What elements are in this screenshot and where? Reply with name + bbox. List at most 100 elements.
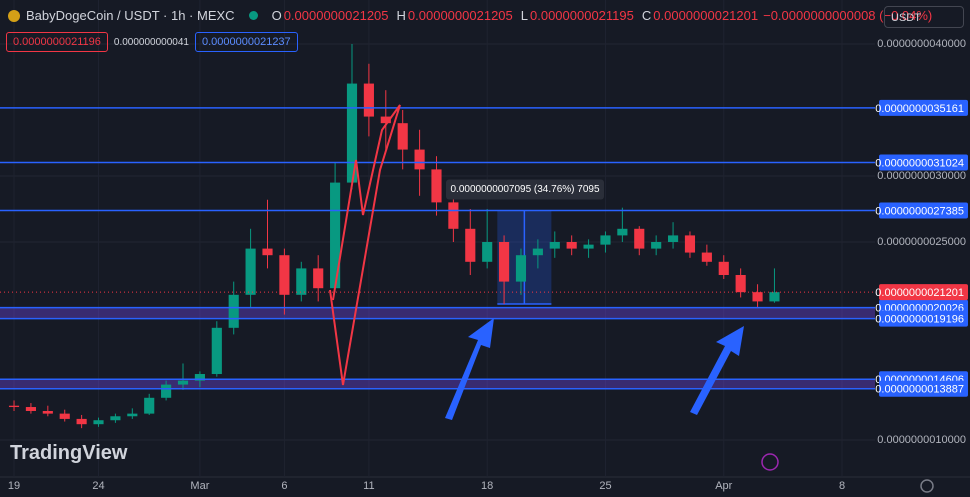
candle-body <box>701 252 712 262</box>
x-tick-label: 19 <box>8 480 20 492</box>
candle-body <box>127 413 138 417</box>
support-zone <box>0 307 875 319</box>
candle-body <box>296 268 307 295</box>
currency-select[interactable]: USDT <box>884 6 964 28</box>
ohlc-value: 0.0000000021201 <box>653 8 759 23</box>
support-zone <box>0 379 875 389</box>
legend: BabyDogeCoin / USDT · 1h · MEXC O 0.00000… <box>8 8 932 23</box>
candle-body <box>515 255 527 282</box>
lightning-icon[interactable] <box>761 453 779 471</box>
candle-body <box>634 228 645 249</box>
level-tag <box>879 310 968 327</box>
buy-button[interactable]: 0.0000000021237 <box>194 32 298 52</box>
candle-body <box>431 169 442 203</box>
candle-body <box>161 384 172 398</box>
watermark: TradingView <box>10 442 128 464</box>
candle-body <box>177 380 189 385</box>
candle-body <box>414 149 425 170</box>
x-tick-label: 24 <box>92 480 104 492</box>
candle-body <box>465 228 476 262</box>
y-tick-label: 0.0000000040000 <box>877 38 966 50</box>
x-tick-label: Apr <box>715 480 732 492</box>
measure-label: 0.0000000007095 (34.76%) 7095 <box>450 184 599 195</box>
candle-body <box>194 374 205 381</box>
ohlc-key: H <box>396 8 406 23</box>
x-tick-label: Mar <box>190 480 209 492</box>
plot: 0.0000000007095 (34.76%) 7095 <box>0 0 875 477</box>
x-tick-label: 6 <box>281 480 287 492</box>
settings-icon[interactable] <box>920 479 934 493</box>
candle-body <box>499 241 510 282</box>
candle-body <box>448 202 459 229</box>
candle-body <box>279 255 290 295</box>
candle-body <box>110 416 121 421</box>
level-tag <box>879 154 968 171</box>
candle-body <box>482 241 493 262</box>
level-tag <box>879 380 968 397</box>
candle-body <box>600 235 611 245</box>
level-label: 0.0000000027385 <box>875 205 964 217</box>
last-price-label: 0.0000000021201 <box>875 287 964 299</box>
candle-body <box>8 405 20 408</box>
last-price-tag <box>879 284 968 301</box>
candle-body <box>667 235 679 242</box>
ohlc-key: O <box>271 8 282 23</box>
candle-body <box>718 261 729 276</box>
candle-body <box>144 397 155 414</box>
candle-body <box>617 228 628 236</box>
candle-body <box>532 248 543 256</box>
arrow <box>690 326 744 415</box>
candle-body <box>651 241 662 249</box>
level-tag <box>879 99 968 116</box>
candle-body <box>25 407 36 411</box>
candle-body <box>346 83 358 183</box>
candle-body <box>549 241 560 249</box>
drawing-zigzag <box>329 104 401 386</box>
ohlc-key: L <box>520 8 528 23</box>
candle-body <box>566 241 577 249</box>
candle-body <box>684 235 696 253</box>
candle-body <box>211 327 222 375</box>
level-label: 0.0000000013887 <box>875 384 964 396</box>
candle-body <box>330 182 341 289</box>
y-tick-label: 0.0000000025000 <box>877 236 966 248</box>
sell-button[interactable]: 0.0000000021196 <box>6 32 108 52</box>
candle-body <box>313 268 324 289</box>
x-tick-label: 8 <box>839 480 845 492</box>
spread: 0.000000000041 <box>113 36 189 48</box>
candle-body <box>397 123 408 150</box>
candle-body <box>363 83 374 117</box>
trade-bar: 0.0000000021196 0.000000000041 0.0000000… <box>6 32 298 52</box>
measure-label-bg <box>446 179 604 200</box>
y-tick-label: 0.0000000030000 <box>877 170 966 182</box>
symbol: BabyDogeCoin / USDT · 1h · MEXC <box>26 8 235 23</box>
candle-body <box>245 248 256 295</box>
candle-body <box>380 116 391 124</box>
ohlc-key: C <box>641 8 652 23</box>
candle-body <box>76 418 87 425</box>
status-dot <box>248 11 258 20</box>
candle-body <box>262 248 273 256</box>
x-tick-label: 25 <box>599 480 611 492</box>
price-axis <box>875 0 970 477</box>
candle-body <box>752 292 763 302</box>
candle-body <box>42 410 53 414</box>
candle-body <box>583 244 594 249</box>
level-label: 0.0000000031024 <box>875 157 964 169</box>
level-tag <box>879 202 968 219</box>
candle-body <box>769 292 780 302</box>
candle-body <box>93 420 104 425</box>
candle-body <box>735 275 746 293</box>
coin-icon <box>8 9 20 22</box>
x-tick-label: 11 <box>363 480 374 492</box>
candle-body <box>228 294 239 328</box>
x-tick-label: 18 <box>481 480 493 492</box>
ohlc-value: 0.0000000021205 <box>283 8 389 23</box>
ohlc-value: 0.0000000021205 <box>407 8 513 23</box>
ohlc-value: 0.0000000021195 <box>530 8 634 23</box>
candle-body <box>59 413 70 419</box>
arrow <box>445 318 494 420</box>
y-tick-label: 0.0000000010000 <box>877 434 966 446</box>
